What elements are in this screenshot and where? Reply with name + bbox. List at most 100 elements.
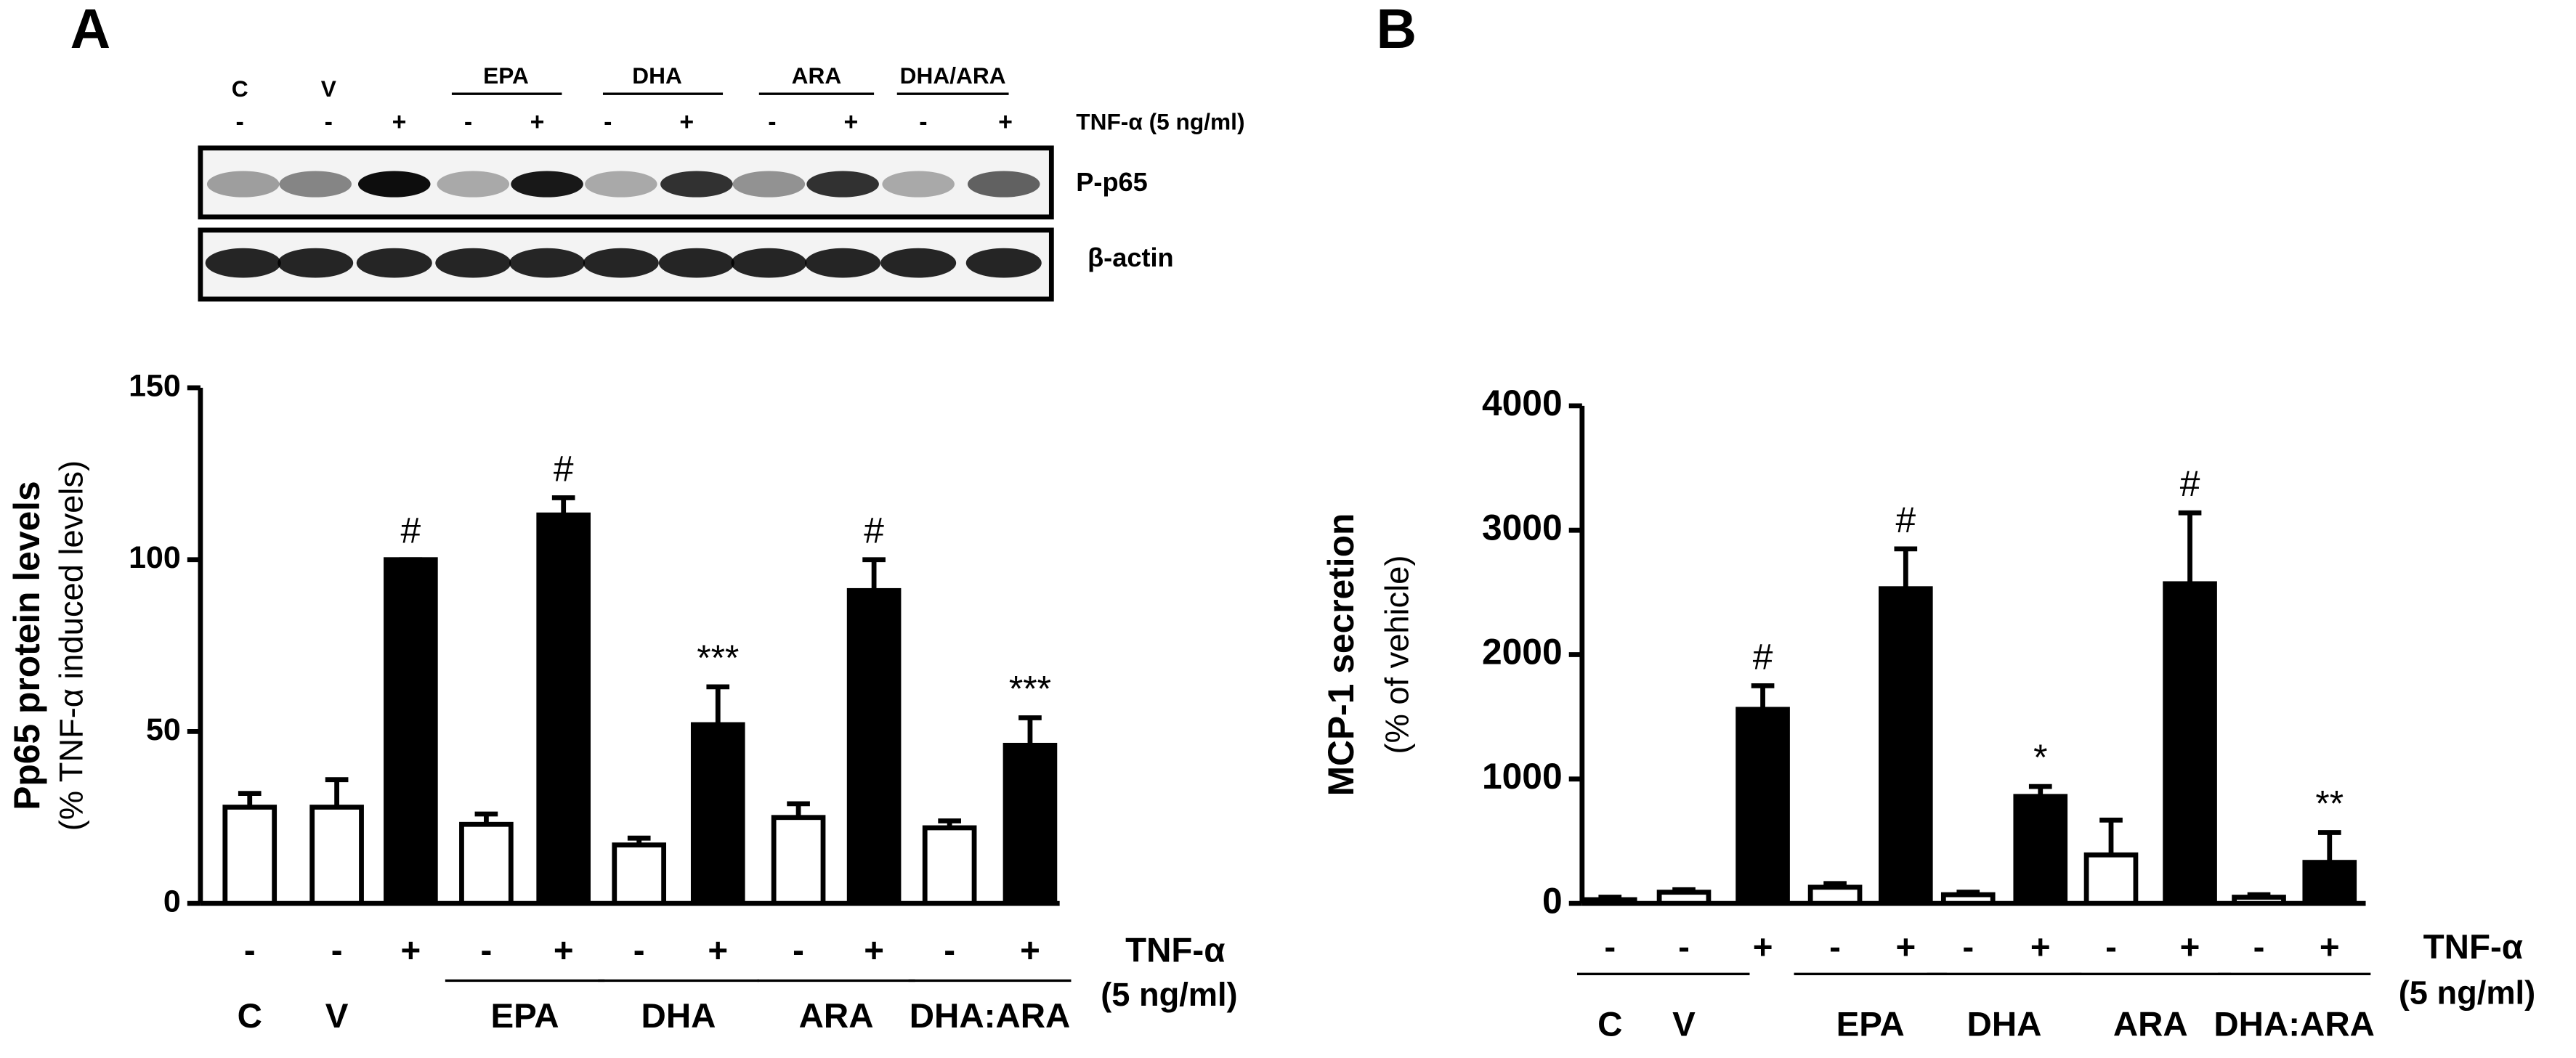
bar: [2302, 860, 2357, 906]
blot-band: [732, 171, 806, 198]
bar: [1879, 586, 1933, 906]
bar: [2232, 895, 2286, 906]
group-label: C: [1597, 1005, 1622, 1043]
blot-tnf-sign: +: [530, 108, 545, 136]
blot-row-label: β-actin: [1087, 243, 1174, 272]
blot-band: [882, 171, 955, 198]
blot-band: [585, 171, 657, 198]
x-tick-label: -: [2105, 928, 2117, 967]
bar: [922, 825, 977, 906]
y-tick-label: 3000: [1482, 507, 1563, 548]
significance-label: #: [554, 448, 574, 489]
blot-band: [278, 248, 354, 278]
group-label: C: [238, 997, 262, 1035]
blot-band: [437, 171, 510, 198]
blot-band: [731, 248, 807, 278]
y-tick-label: 2000: [1482, 632, 1563, 672]
blot-treatment: DHA: [632, 62, 682, 89]
blot-band: [356, 248, 432, 278]
panel-label: B: [1376, 0, 1417, 60]
y-axis-label: Pp65 protein levels: [7, 481, 47, 810]
bar: [1582, 897, 1637, 906]
bar: [459, 821, 514, 906]
y-tick-label: 100: [129, 540, 181, 575]
treatment-label: TNF-α: [1125, 932, 1225, 970]
group-label: EPA: [490, 997, 559, 1035]
significance-label: *: [2033, 737, 2047, 778]
bar: [1940, 892, 1996, 906]
blot-tnf-sign: -: [325, 108, 333, 136]
blot-frame: [198, 145, 1054, 220]
y-axis-sublabel: (% TNF-α induced levels): [53, 460, 90, 831]
blot-treatment: DHA/ARA: [900, 62, 1006, 89]
treatment-sublabel: (5 ng/ml): [2399, 974, 2535, 1012]
x-tick-label: +: [708, 932, 728, 970]
blot-treatment: C: [232, 76, 248, 102]
significance-label: **: [2315, 783, 2344, 823]
blot-tnf-sign: +: [679, 108, 694, 136]
blot-band: [206, 171, 280, 198]
significance-label: #: [1895, 500, 1916, 540]
significance-label: ***: [1009, 668, 1051, 709]
x-tick-label: -: [633, 932, 645, 970]
x-tick-label: -: [1829, 928, 1841, 967]
x-tick-label: +: [864, 932, 884, 970]
group-label: DHA:ARA: [910, 997, 1071, 1035]
bar: [309, 805, 364, 906]
group-label: DHA:ARA: [2214, 1005, 2375, 1043]
x-tick-label: +: [2320, 928, 2340, 967]
group-label: ARA: [2113, 1005, 2188, 1043]
group-label: EPA: [1836, 1005, 1905, 1043]
significance-label: ***: [697, 638, 739, 678]
blot-treatment: ARA: [792, 62, 842, 89]
blot-band: [660, 171, 733, 198]
group-label: V: [1672, 1005, 1696, 1043]
bar: [1735, 707, 1790, 906]
y-tick-label: 50: [146, 712, 181, 747]
blot-band: [509, 248, 586, 278]
blot-band: [435, 248, 511, 278]
x-tick-label: +: [1020, 932, 1040, 970]
significance-label: #: [1753, 636, 1773, 677]
y-axis-sublabel: (% of vehicle): [1379, 556, 1416, 754]
x-tick-label: -: [244, 932, 256, 970]
group-label: DHA: [641, 997, 716, 1035]
blot-treatment: V: [321, 76, 336, 102]
x-tick-label: -: [944, 932, 955, 970]
significance-label: #: [864, 510, 884, 551]
blot-tnf-sign: +: [844, 108, 859, 136]
panel-label: A: [70, 0, 111, 60]
blot-tnf-label: TNF-α (5 ng/ml): [1076, 108, 1244, 134]
bar: [846, 587, 902, 906]
bar: [222, 805, 278, 906]
blot-tnf-sign: -: [464, 108, 472, 136]
x-tick-label: +: [1895, 928, 1916, 967]
bar: [1656, 890, 1712, 906]
x-tick-label: -: [480, 932, 492, 970]
blot-band: [279, 171, 352, 198]
blot-band: [205, 248, 281, 278]
blot-band: [968, 171, 1040, 198]
group-label: V: [325, 997, 349, 1035]
bar: [690, 722, 745, 906]
blot-tnf-sign: +: [998, 108, 1013, 136]
blot-band: [805, 248, 881, 278]
blot-band: [965, 248, 1042, 278]
y-tick-label: 1000: [1482, 756, 1563, 797]
blot-tnf-sign: -: [919, 108, 927, 136]
bar: [536, 512, 591, 906]
x-tick-label: -: [1962, 928, 1974, 967]
blot-band: [880, 248, 957, 278]
blot-tnf-sign: +: [392, 108, 407, 136]
significance-label: #: [2180, 463, 2200, 504]
blot-band: [583, 248, 659, 278]
bar: [1003, 742, 1058, 906]
x-tick-label: +: [2180, 928, 2200, 967]
bar: [2163, 581, 2217, 906]
blot-tnf-sign: -: [236, 108, 244, 136]
x-tick-label: +: [2030, 928, 2051, 967]
y-tick-label: 4000: [1482, 383, 1563, 423]
blot-tnf-sign: -: [768, 108, 776, 136]
